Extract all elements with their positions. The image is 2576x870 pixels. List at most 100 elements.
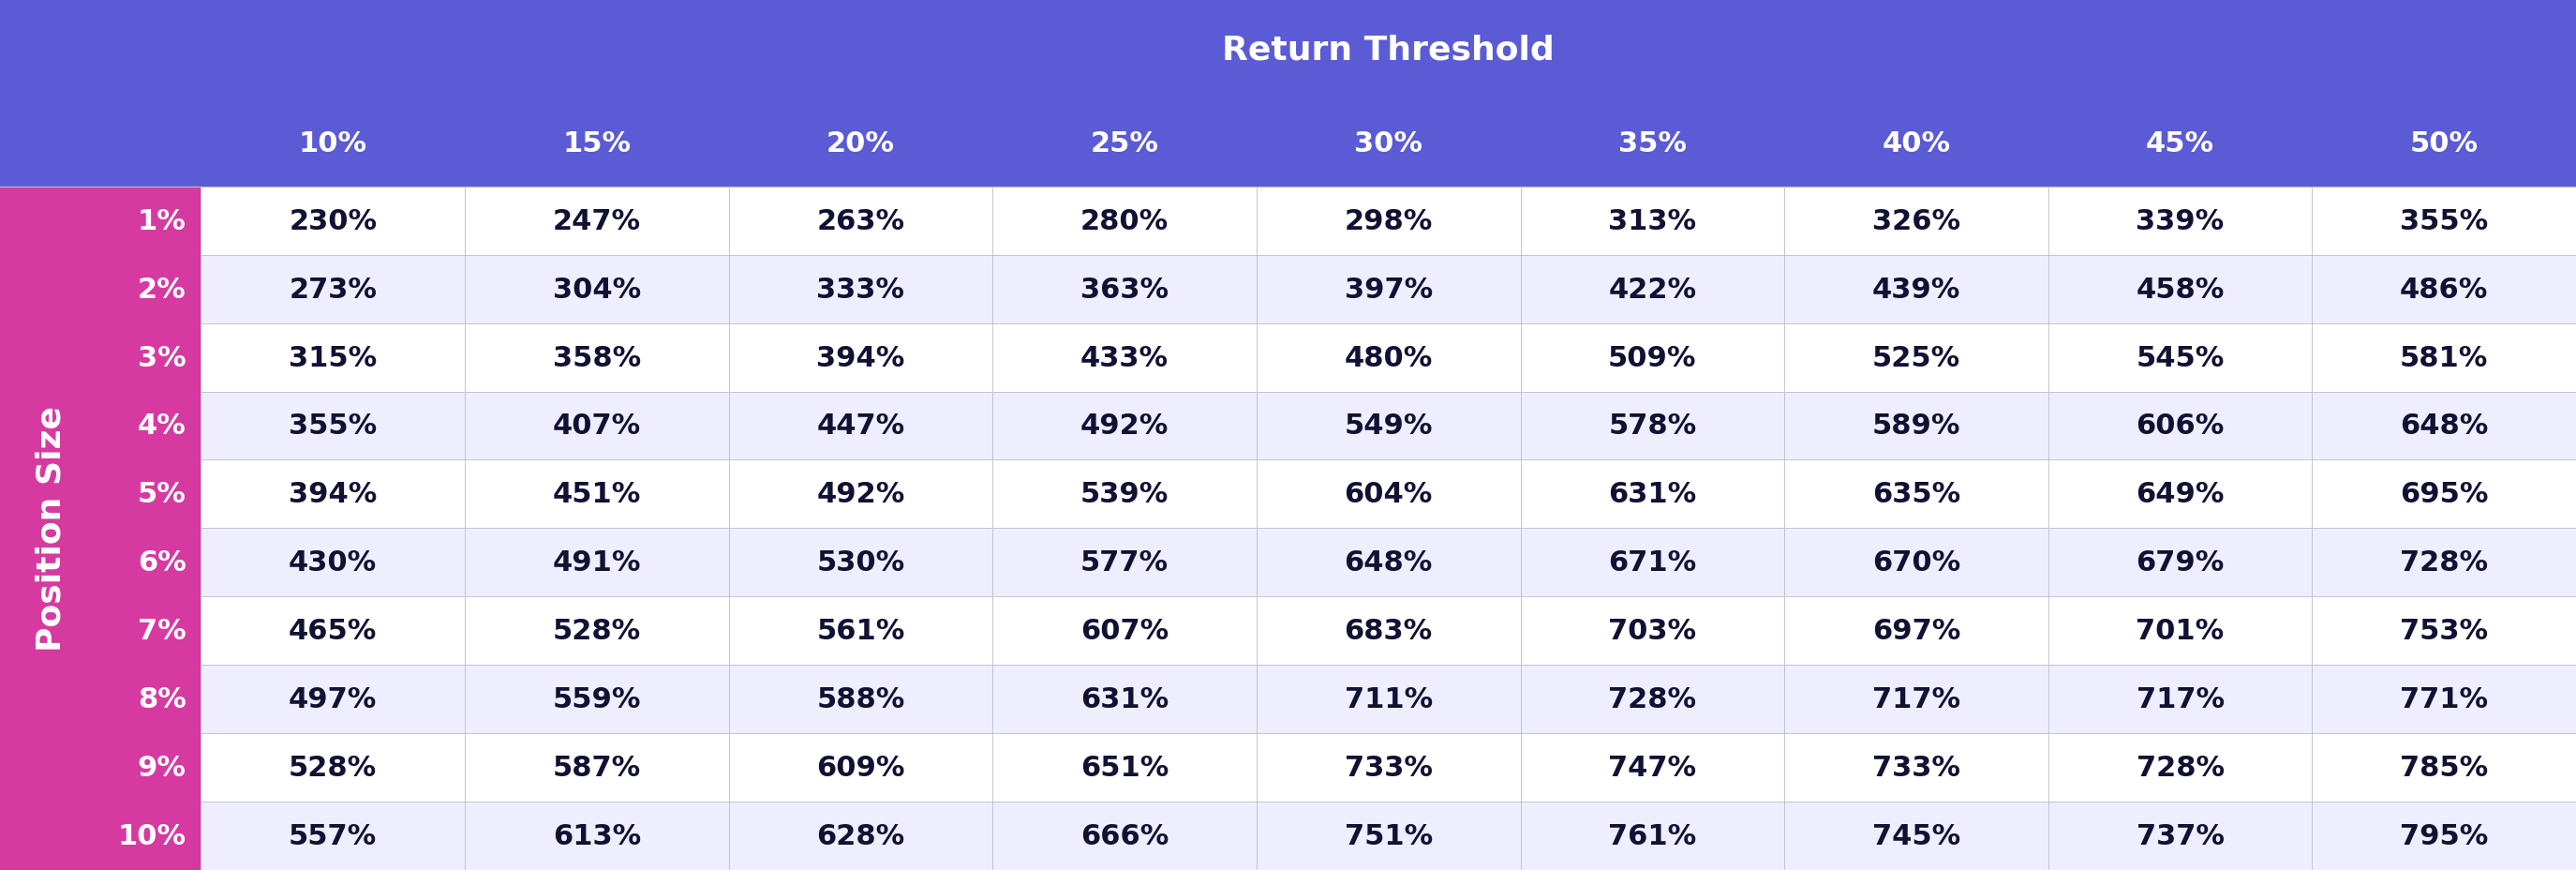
Text: 671%: 671%: [1607, 549, 1698, 576]
Text: 795%: 795%: [2401, 822, 2488, 849]
Text: 422%: 422%: [1607, 276, 1698, 303]
Text: 20%: 20%: [827, 130, 894, 157]
Bar: [201, 187, 2576, 256]
Text: Return Threshold: Return Threshold: [1221, 34, 1556, 66]
Text: 703%: 703%: [1607, 618, 1698, 645]
Text: 701%: 701%: [2136, 618, 2223, 645]
Text: 545%: 545%: [2136, 345, 2223, 371]
Text: 10%: 10%: [118, 822, 185, 849]
Text: 649%: 649%: [2136, 481, 2226, 508]
Text: 1%: 1%: [137, 208, 185, 235]
Bar: [201, 802, 2576, 870]
Bar: [103, 529, 201, 597]
Text: 717%: 717%: [2136, 686, 2223, 713]
Text: 3%: 3%: [137, 345, 185, 371]
Text: 631%: 631%: [1079, 686, 1170, 713]
Text: 465%: 465%: [289, 618, 376, 645]
Text: 430%: 430%: [289, 549, 376, 576]
Text: 670%: 670%: [1873, 549, 1960, 576]
Polygon shape: [0, 0, 201, 187]
Text: 745%: 745%: [1873, 822, 1960, 849]
Text: 2%: 2%: [137, 276, 185, 303]
Text: 587%: 587%: [554, 754, 641, 781]
Text: 733%: 733%: [1873, 754, 1960, 781]
Bar: [201, 256, 2576, 324]
Text: 528%: 528%: [554, 618, 641, 645]
Text: 315%: 315%: [289, 345, 376, 371]
Text: 635%: 635%: [1873, 481, 1960, 508]
Text: 10%: 10%: [299, 130, 368, 157]
Text: 613%: 613%: [554, 822, 641, 849]
Text: 683%: 683%: [1345, 618, 1432, 645]
Text: 363%: 363%: [1079, 276, 1170, 303]
Text: 451%: 451%: [554, 481, 641, 508]
Text: 5%: 5%: [137, 481, 185, 508]
Text: 25%: 25%: [1090, 130, 1159, 157]
Text: 358%: 358%: [554, 345, 641, 371]
Text: 695%: 695%: [2401, 481, 2488, 508]
Text: 549%: 549%: [1345, 412, 1432, 439]
Text: 313%: 313%: [1607, 208, 1698, 235]
Text: 711%: 711%: [1345, 686, 1432, 713]
Text: 604%: 604%: [1345, 481, 1432, 508]
Text: 458%: 458%: [2136, 276, 2223, 303]
Text: 30%: 30%: [1355, 130, 1422, 157]
Text: 525%: 525%: [1873, 345, 1960, 371]
Text: 651%: 651%: [1079, 754, 1170, 781]
Text: 589%: 589%: [1873, 412, 1960, 439]
Text: 728%: 728%: [2136, 754, 2223, 781]
Text: 761%: 761%: [1607, 822, 1698, 849]
Text: 355%: 355%: [2401, 208, 2488, 235]
Text: 263%: 263%: [817, 208, 904, 235]
Bar: [103, 256, 201, 324]
Text: 606%: 606%: [2136, 412, 2223, 439]
Text: 40%: 40%: [1883, 130, 1950, 157]
Bar: [103, 187, 201, 256]
Text: 394%: 394%: [289, 481, 376, 508]
Text: 304%: 304%: [554, 276, 641, 303]
Text: 230%: 230%: [289, 208, 376, 235]
Text: 728%: 728%: [1607, 686, 1698, 713]
Bar: [201, 597, 2576, 665]
Text: 486%: 486%: [2401, 276, 2488, 303]
Bar: [201, 460, 2576, 529]
Text: 785%: 785%: [2401, 754, 2488, 781]
Bar: [201, 665, 2576, 733]
Text: 751%: 751%: [1345, 822, 1432, 849]
Bar: [103, 392, 201, 460]
Text: 509%: 509%: [1607, 345, 1698, 371]
Text: 733%: 733%: [1345, 754, 1432, 781]
Text: 737%: 737%: [2136, 822, 2223, 849]
Text: 298%: 298%: [1345, 208, 1432, 235]
Text: 480%: 480%: [1345, 345, 1432, 371]
Text: 247%: 247%: [554, 208, 641, 235]
Text: 4%: 4%: [137, 412, 185, 439]
Bar: [201, 733, 2576, 802]
Text: 648%: 648%: [2401, 412, 2488, 439]
Text: 273%: 273%: [289, 276, 376, 303]
Text: 559%: 559%: [551, 686, 641, 713]
Text: 50%: 50%: [2409, 130, 2478, 157]
Text: 578%: 578%: [1607, 412, 1698, 439]
Bar: [103, 802, 201, 870]
Text: 607%: 607%: [1079, 618, 1170, 645]
Bar: [103, 597, 201, 665]
Bar: [201, 324, 2576, 392]
Text: 753%: 753%: [2401, 618, 2488, 645]
Bar: [201, 529, 2576, 597]
Text: 528%: 528%: [289, 754, 376, 781]
Bar: [201, 392, 2576, 460]
Bar: [103, 460, 201, 529]
Text: 35%: 35%: [1618, 130, 1687, 157]
Text: 355%: 355%: [289, 412, 376, 439]
Text: 447%: 447%: [817, 412, 904, 439]
Text: 7%: 7%: [137, 618, 185, 645]
Text: 747%: 747%: [1607, 754, 1698, 781]
Bar: [0, 0, 2576, 187]
Text: 717%: 717%: [1873, 686, 1960, 713]
Text: 631%: 631%: [1607, 481, 1698, 508]
Text: 8%: 8%: [137, 686, 185, 713]
Text: 394%: 394%: [817, 345, 904, 371]
Bar: [103, 324, 201, 392]
Bar: [103, 733, 201, 802]
